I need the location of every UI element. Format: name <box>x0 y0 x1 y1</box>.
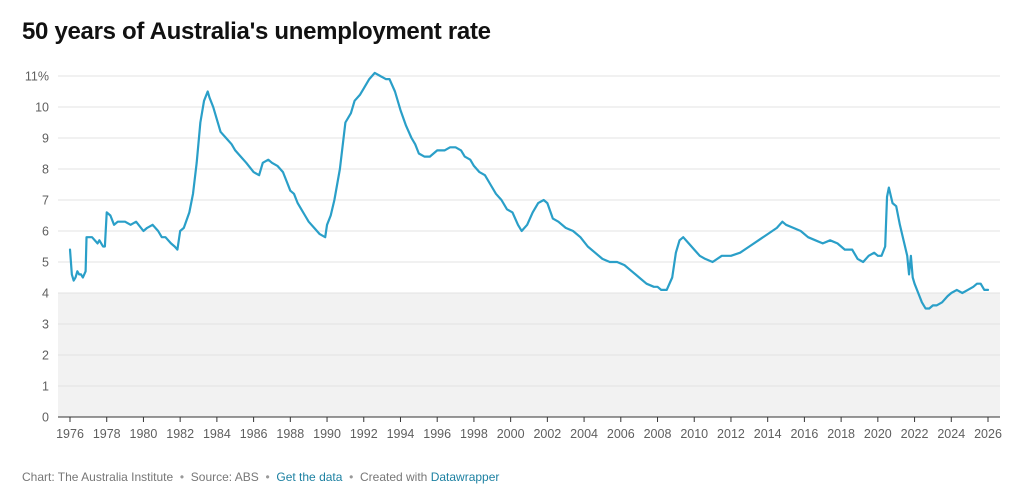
chart-credit: Chart: The Australia Institute <box>22 470 174 484</box>
footer-separator: • <box>176 470 188 484</box>
x-tick-label: 2004 <box>570 427 598 441</box>
gridlines <box>58 75 1000 387</box>
x-tick-label: 1976 <box>56 427 84 441</box>
x-tick-label: 2014 <box>754 427 782 441</box>
x-tick-label: 2000 <box>497 427 525 441</box>
y-tick-label: 7 <box>42 194 49 208</box>
x-tick-label: 2018 <box>827 427 855 441</box>
x-tick-label: 2022 <box>901 427 929 441</box>
y-tick-label: 2 <box>42 349 49 363</box>
datawrapper-link[interactable]: Datawrapper <box>430 470 500 484</box>
chart-title: 50 years of Australia's unemployment rat… <box>22 18 491 45</box>
x-tick-label: 1980 <box>130 427 158 441</box>
y-tick-label: 1 <box>42 380 49 394</box>
y-tick-label: 10 <box>35 101 49 115</box>
x-tick-label: 1996 <box>423 427 451 441</box>
x-tick-label: 2010 <box>680 427 708 441</box>
x-tick-label: 2008 <box>644 427 672 441</box>
x-tick-label: 1994 <box>387 427 415 441</box>
footer-separator: • <box>345 470 357 484</box>
y-tick-label: 8 <box>42 163 49 177</box>
x-tick-label: 1988 <box>276 427 304 441</box>
series-group <box>68 71 990 310</box>
x-tick-label: 2016 <box>790 427 818 441</box>
footer: Chart: The Australia Institute • Source:… <box>22 470 499 484</box>
x-tick-label: 1992 <box>350 427 378 441</box>
x-tick-label: 1990 <box>313 427 341 441</box>
x-tick-label: 2020 <box>864 427 892 441</box>
y-tick-label: 4 <box>42 287 49 301</box>
y-tick-label: 9 <box>42 132 49 146</box>
x-axis: 1976 1978 1980 1982 1984 1986 1988 1990 1992 1994… <box>56 416 1002 441</box>
created-with-text: Created with <box>359 470 428 484</box>
x-tick-label: 2002 <box>533 427 561 441</box>
x-tick-label: 2012 <box>717 427 745 441</box>
x-tick-label: 1984 <box>203 427 231 441</box>
x-tick-label: 1982 <box>166 427 194 441</box>
y-axis-labels: 0 1 2 3 4 5 6 7 8 9 10 11% <box>25 70 49 425</box>
x-tick-label: 1986 <box>240 427 268 441</box>
footer-separator: • <box>262 470 274 484</box>
get-the-data-link[interactable]: Get the data <box>276 470 343 484</box>
x-tick-label: 2006 <box>607 427 635 441</box>
unemployment-rate-line <box>68 71 990 310</box>
y-tick-label: 11% <box>25 70 49 84</box>
y-tick-label: 3 <box>42 318 49 332</box>
x-tick-label: 1978 <box>93 427 121 441</box>
x-tick-label: 2026 <box>974 427 1002 441</box>
y-tick-label: 6 <box>42 225 49 239</box>
y-tick-label: 5 <box>42 256 49 270</box>
y-tick-label: 0 <box>42 411 49 425</box>
source-text: Source: ABS <box>190 470 259 484</box>
x-tick-label: 1998 <box>460 427 488 441</box>
x-tick-label: 2024 <box>937 427 965 441</box>
